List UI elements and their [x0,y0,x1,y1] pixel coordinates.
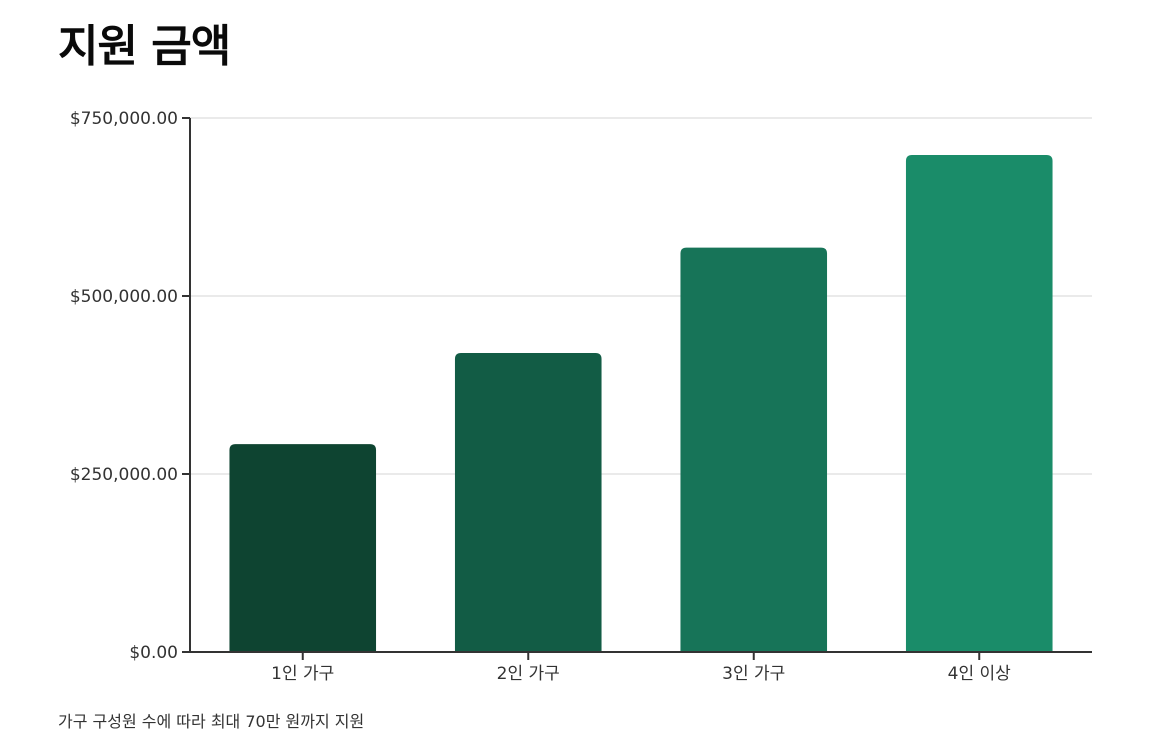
bars [229,155,1053,653]
y-ticks: $0.00 $250,000.00 $500,000.00 $750,000.00 [70,109,190,663]
y-tick-label: $500,000.00 [70,287,178,307]
axes [189,118,1092,653]
chart-caption: 가구 구성원 수에 따라 최대 70만 원까지 지원 [58,712,365,731]
x-tick-label: 4인 이상 [948,664,1011,684]
x-tick-label: 2인 가구 [497,664,560,684]
y-tick-label: $0.00 [129,643,178,663]
bar [680,247,828,653]
x-tick-label: 1인 가구 [271,664,334,684]
y-tick-label: $750,000.00 [70,109,178,129]
page-title: 지원 금액 [58,21,231,72]
bar-chart: $0.00 $250,000.00 $500,000.00 $750,000.00 1… [70,109,1092,684]
x-tick-label: 3인 가구 [722,664,785,684]
y-tick-label: $250,000.00 [70,465,178,485]
bar [229,444,377,652]
x-ticks: 1인 가구 2인 가구 3인 가구 4인 이상 [271,652,1011,684]
bar [454,352,602,652]
bar [905,155,1053,653]
